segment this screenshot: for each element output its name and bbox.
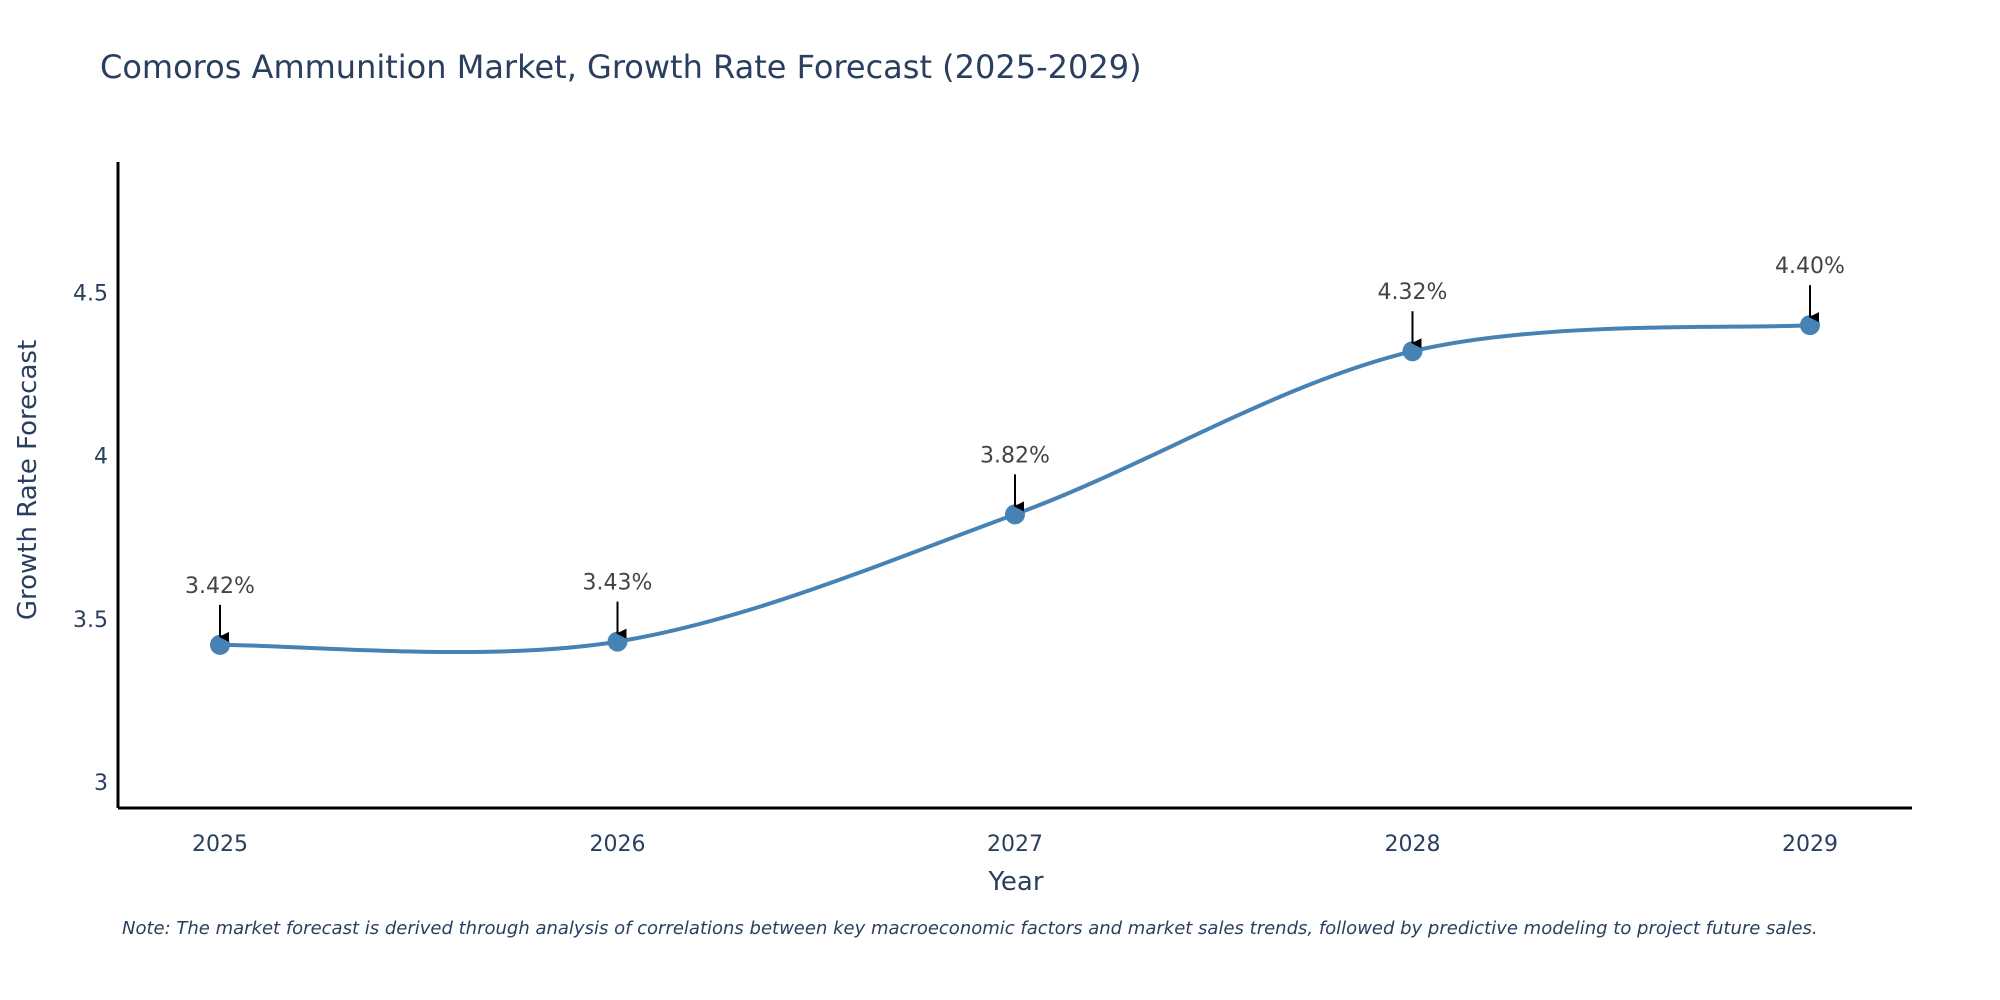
ticks: 2025 2026 2027 2028 2029 3 3.5 4 4.5 <box>73 282 1838 857</box>
data-label: 3.42% <box>185 574 255 599</box>
x-tick-label: 2025 <box>192 832 248 857</box>
data-label: 3.43% <box>583 571 653 596</box>
x-tick-label: 2029 <box>1782 832 1838 857</box>
data-point <box>607 631 628 652</box>
data-label: 4.32% <box>1378 280 1448 305</box>
y-axis-label: Growth Rate Forecast <box>13 340 43 620</box>
data-point <box>1005 504 1025 525</box>
data-labels: 3.42% 3.43% 3.82% 4.32% 4.40% <box>185 254 1845 642</box>
data-point <box>1402 341 1423 362</box>
x-tick-label: 2028 <box>1385 832 1441 857</box>
axes <box>116 162 1912 810</box>
x-tick-label: 2027 <box>987 832 1043 857</box>
y-tick-label: 3 <box>94 771 108 796</box>
x-axis-label: Year <box>987 867 1043 897</box>
data-label: 4.40% <box>1775 254 1845 279</box>
y-tick-label: 3.5 <box>73 608 108 633</box>
chart-title: Comoros Ammunition Market, Growth Rate F… <box>100 48 1142 86</box>
data-point <box>1800 315 1820 336</box>
y-tick-label: 4.5 <box>73 282 108 307</box>
y-tick-label: 4 <box>94 445 108 470</box>
data-label: 3.82% <box>980 443 1050 468</box>
data-point <box>210 634 230 655</box>
x-tick-label: 2026 <box>590 832 646 857</box>
chart-note: Note: The market forecast is derived thr… <box>122 918 1818 939</box>
